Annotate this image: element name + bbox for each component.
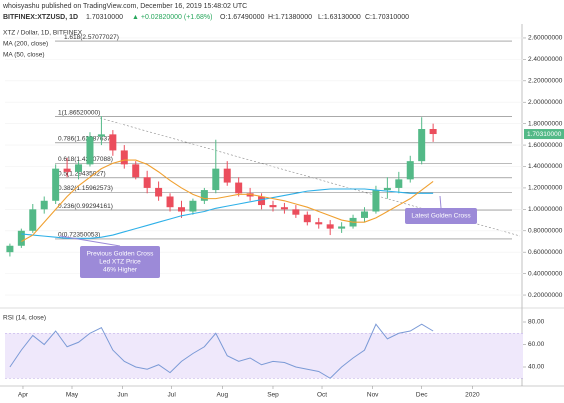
y-tick-label: 2.60000000 — [528, 35, 563, 42]
candle-body — [17, 230, 25, 246]
candle-body — [269, 205, 277, 208]
candle-body — [6, 245, 14, 253]
candle-body — [326, 224, 334, 229]
candle-body — [120, 150, 128, 165]
candle-body — [303, 214, 311, 223]
y-tick-label: 1.40000000 — [528, 163, 563, 170]
legend-entry: MA (50, close) — [3, 52, 45, 59]
fib-label: 0.382(1.15962573) — [58, 185, 113, 192]
annotation-box — [405, 208, 477, 224]
x-tick-label: Jun — [117, 392, 128, 399]
y-tick-label: 1.20000000 — [528, 185, 563, 192]
x-tick-label: Dec — [416, 392, 428, 399]
candle-body — [418, 129, 426, 162]
last-price: 1.70310000 — [86, 14, 123, 21]
candle-body — [52, 168, 60, 201]
candle-body — [189, 200, 197, 212]
candle-body — [235, 182, 243, 194]
candle-body — [338, 226, 346, 229]
legend-title: XTZ / Dollar, 1D, BITFINEX — [3, 30, 83, 37]
byline: whoisyashu published on TradingView.com,… — [2, 3, 247, 10]
fib-label: 1(1.86520000) — [58, 109, 100, 116]
candle-body — [143, 177, 151, 188]
rsi-band — [5, 333, 523, 379]
candle-body — [383, 187, 391, 191]
x-tick-label: Jul — [168, 392, 177, 399]
candle-body — [75, 164, 83, 172]
rsi-line — [9, 323, 434, 379]
moving-average — [21, 188, 434, 239]
candle-body — [280, 207, 288, 210]
annotation-arrow — [59, 235, 121, 247]
open: O:1.67490000 — [220, 14, 264, 21]
candle-body — [40, 200, 48, 210]
price-tag-label: 1.70310000 — [527, 131, 562, 138]
y-tick-label: 0.60000000 — [528, 249, 563, 256]
y-tick-label: 2.00000000 — [528, 99, 563, 106]
change: ▲ +0.02820000 (+1.68%) — [132, 14, 213, 21]
candle-body — [360, 211, 368, 218]
candle-body — [200, 190, 208, 201]
candle-body — [155, 187, 163, 197]
price-tag — [524, 129, 564, 140]
x-tick-label: Oct — [317, 392, 327, 399]
candle-body — [258, 196, 266, 206]
annotation-text: Led XTZ Price — [99, 259, 141, 266]
x-tick-label: Apr — [18, 392, 29, 399]
x-tick-label: Nov — [367, 392, 379, 399]
fib-label: 0.5(1.29435027) — [58, 171, 106, 178]
candle-body — [63, 168, 71, 172]
x-tick-label: May — [66, 392, 79, 399]
fib-label: 0.786(1.62087637) — [58, 136, 113, 143]
close: C:1.70310000 — [365, 14, 409, 21]
candle-body — [406, 161, 414, 180]
y-tick-label: 2.40000000 — [528, 56, 563, 63]
candle-body — [177, 207, 185, 212]
candle-body — [212, 168, 220, 191]
annotation-arrow — [439, 195, 442, 209]
y-tick-label: 2.20000000 — [528, 78, 563, 85]
candle-body — [29, 209, 37, 231]
x-tick-label: Aug — [217, 392, 229, 399]
y-tick-label: 1.00000000 — [528, 206, 563, 213]
fib-label: 0.618(1.42907088) — [58, 156, 113, 163]
fib-label: 0(0.72350053) — [58, 232, 100, 239]
moving-average — [21, 159, 434, 242]
y-tick-label: 0.20000000 — [528, 292, 563, 299]
x-tick-label: 2020 — [465, 392, 480, 399]
annotation-text: Previous Golden Cross — [87, 251, 155, 258]
y-tick-label: 80.00 — [528, 319, 545, 326]
candle-body — [223, 168, 231, 183]
candle-body — [429, 129, 437, 135]
candle-body — [86, 136, 94, 165]
candle-body — [109, 134, 117, 151]
symbol: BITFINEX:XTZUSD, 1D — [3, 14, 78, 21]
y-tick-label: 0.40000000 — [528, 270, 563, 277]
low: L:1.63130000 — [318, 14, 361, 21]
candle-body — [97, 134, 105, 137]
y-tick-label: 0.80000000 — [528, 227, 563, 234]
candle-body — [132, 164, 140, 178]
x-tick-label: Sep — [267, 392, 279, 399]
y-tick-label: 60.00 — [528, 341, 545, 348]
y-tick-label: 40.00 — [528, 364, 545, 371]
annotation-text: 46% Higher — [103, 267, 138, 274]
candle-body — [315, 222, 323, 225]
fib-label: 1.618(2.57077027) — [64, 34, 119, 41]
y-tick-label: 1.80000000 — [528, 120, 563, 127]
trend-line — [99, 117, 521, 237]
rsi-title: RSI (14, close) — [3, 315, 46, 322]
high: H:1.71380000 — [268, 14, 312, 21]
annotation-box — [80, 246, 160, 278]
candle-body — [372, 190, 380, 212]
y-tick-label: 1.60000000 — [528, 142, 563, 149]
legend-entry: MA (200, close) — [3, 41, 48, 48]
candle-body — [166, 196, 174, 208]
candle-body — [292, 209, 300, 215]
candle-body — [395, 179, 403, 188]
fib-label: 0.236(0.99294161) — [58, 203, 113, 210]
annotation-text: Latest Golden Cross — [411, 213, 471, 220]
